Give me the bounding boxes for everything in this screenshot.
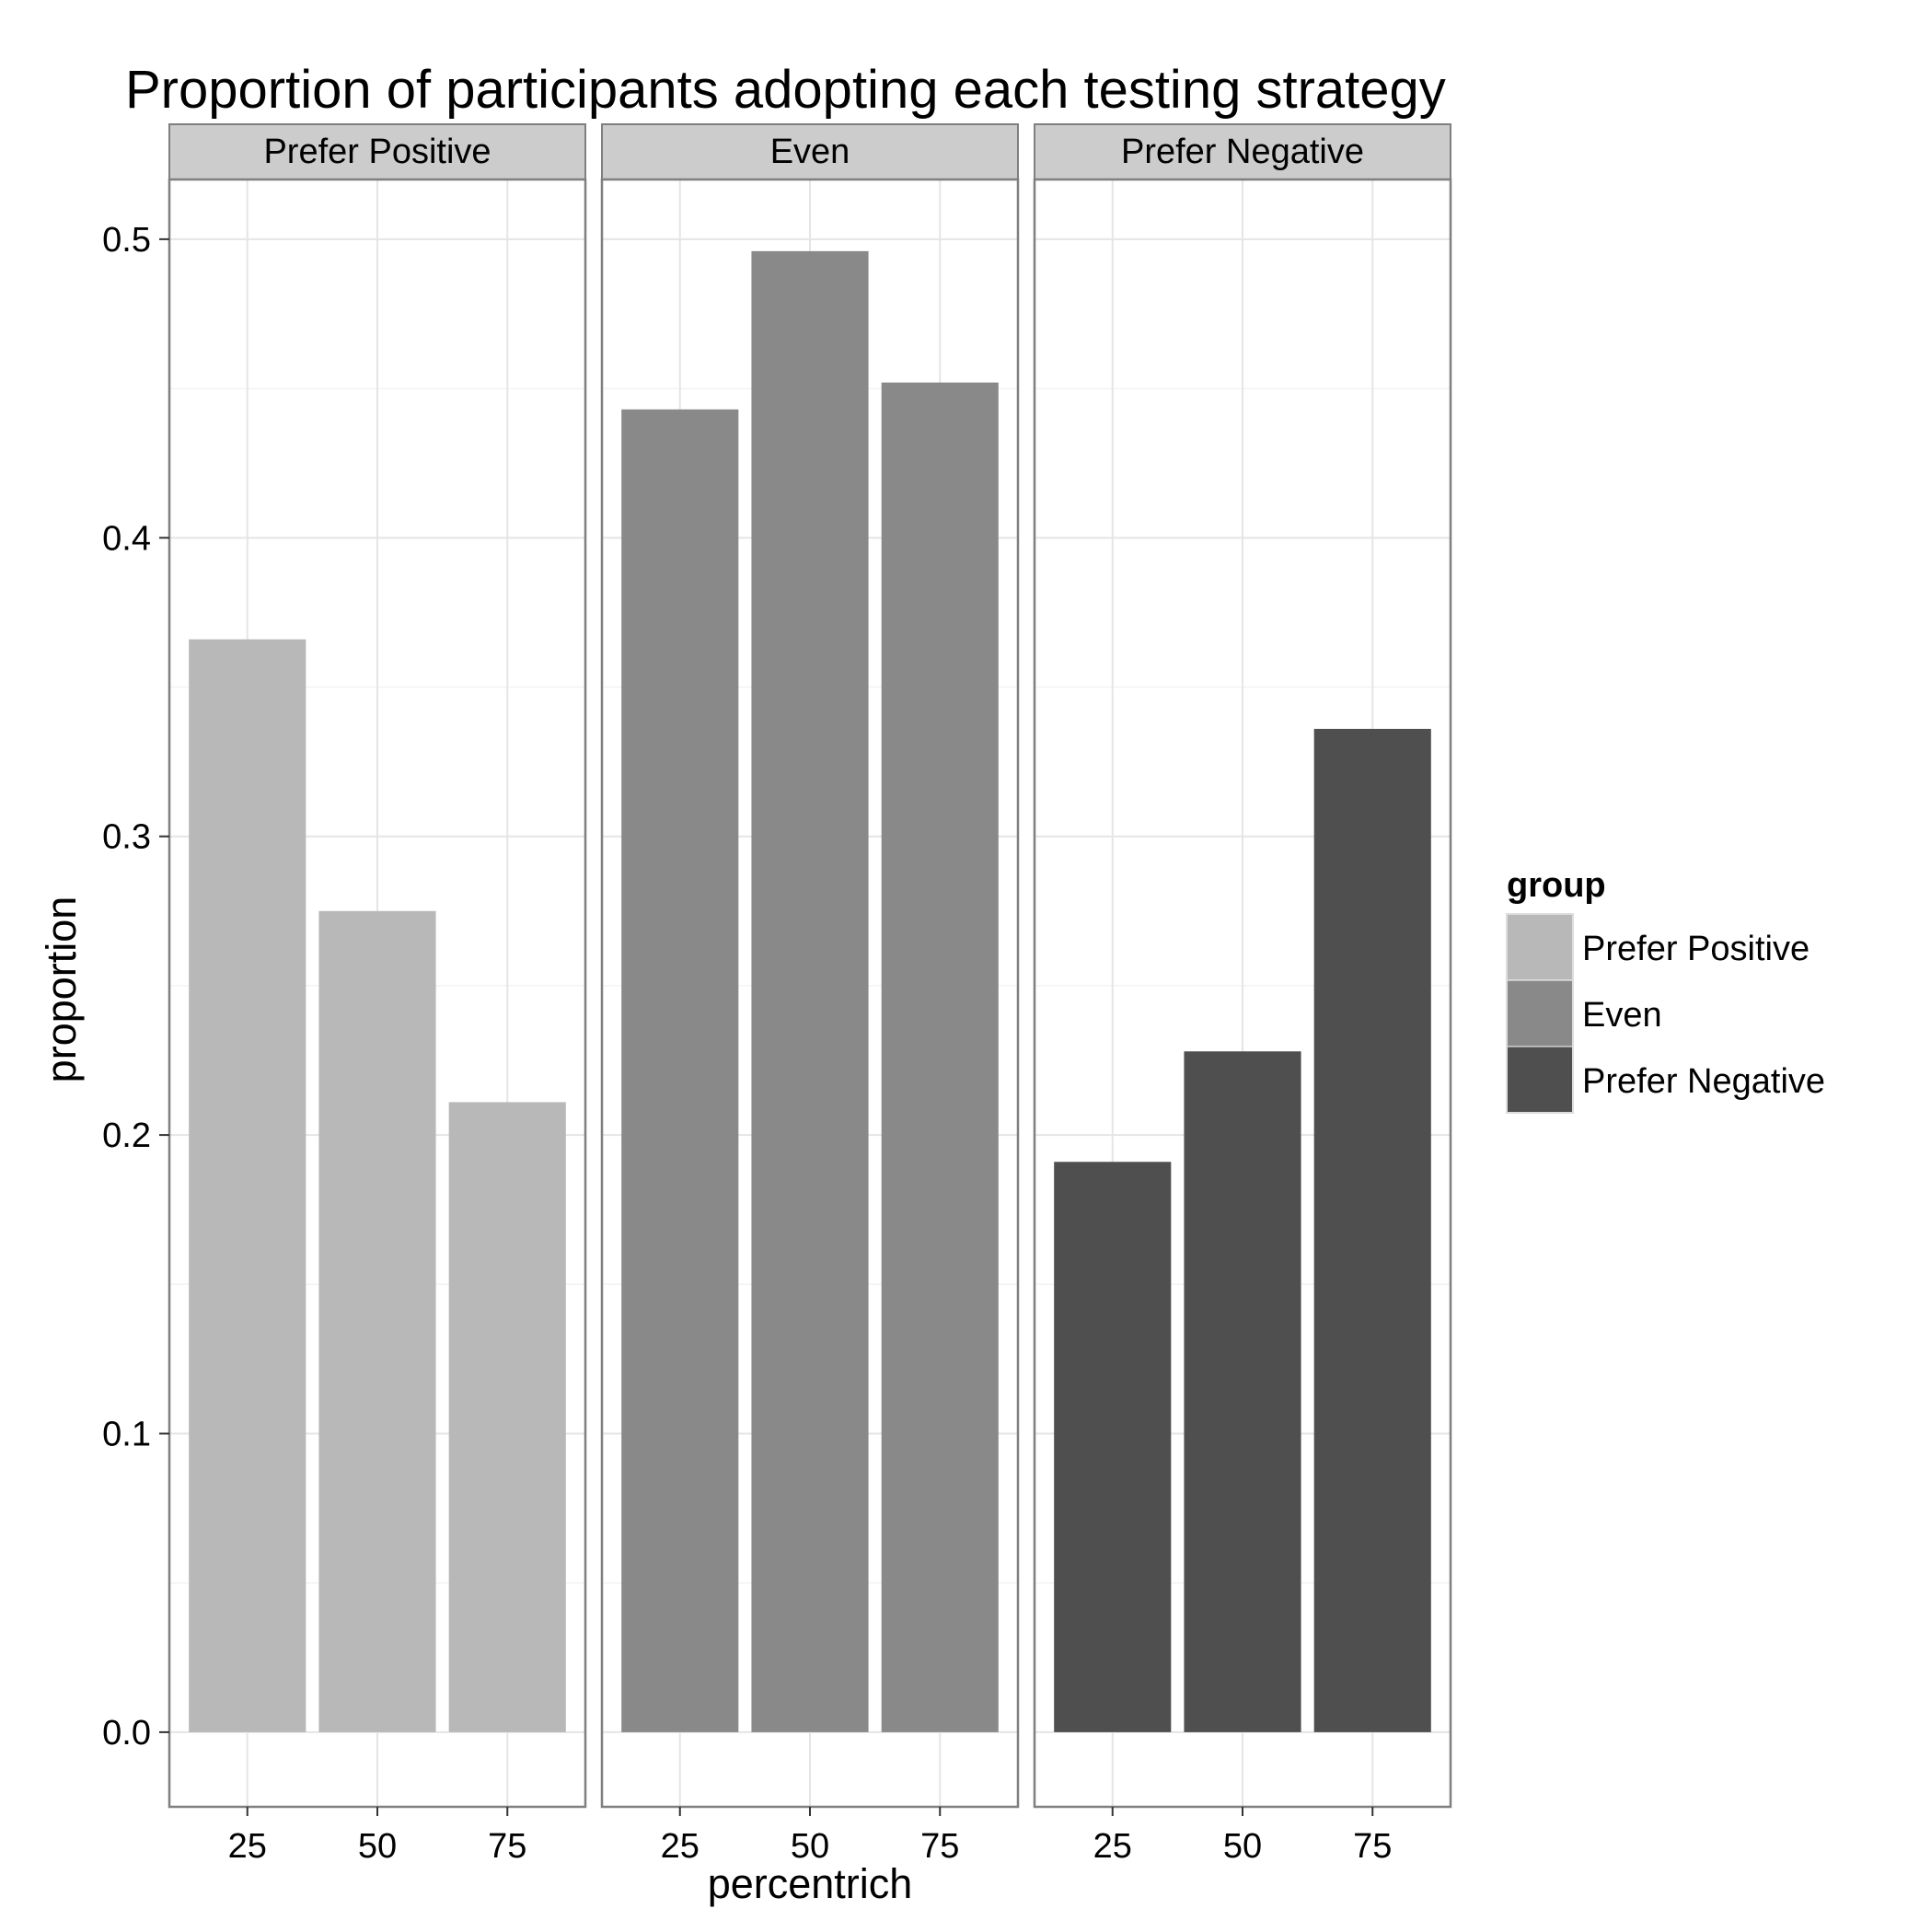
y-tick-label: 0.0 — [102, 1714, 151, 1753]
x-axis-label: percentrich — [708, 1860, 913, 1907]
legend-key — [1506, 913, 1574, 981]
bar — [1054, 1162, 1172, 1732]
facet-panel: Prefer Negative 25 50 75 — [1033, 123, 1452, 1866]
legend-label: Prefer Positive — [1582, 930, 1810, 968]
x-tick-label: 50 — [358, 1827, 397, 1866]
bar — [621, 409, 739, 1732]
bar — [318, 910, 436, 1732]
legend-title: group — [1507, 866, 1606, 905]
legend-label: Even — [1582, 996, 1662, 1035]
legend-key — [1506, 1046, 1574, 1114]
facet-strip — [168, 123, 586, 180]
y-tick-label: 0.4 — [102, 519, 151, 558]
facet-strip — [601, 123, 1019, 180]
legend-key — [1506, 979, 1574, 1047]
facet-panel: Prefer Positive 25 50 75 — [168, 123, 587, 1866]
legend-key-border — [1506, 913, 1574, 1114]
bar — [881, 382, 999, 1732]
y-axis-label: proportion — [38, 897, 85, 1083]
y-tick-label: 0.5 — [102, 221, 151, 260]
facet-panel: Even 25 50 75 — [600, 123, 1020, 1866]
legend-label: Prefer Negative — [1582, 1062, 1825, 1101]
facet-strip-label: Prefer Positive — [263, 133, 491, 171]
x-tick-label: 75 — [488, 1827, 526, 1866]
x-tick-label: 50 — [1223, 1827, 1262, 1866]
x-tick-label: 50 — [791, 1827, 829, 1866]
facet-strip — [1034, 123, 1451, 180]
x-tick-label: 75 — [1353, 1827, 1392, 1866]
chart-title: Proportion of participants adopting each… — [125, 60, 1446, 120]
y-tick-label: 0.1 — [102, 1415, 151, 1453]
facet-strip-label: Prefer Negative — [1121, 133, 1364, 171]
y-tick-label: 0.2 — [102, 1116, 151, 1155]
bar — [1184, 1051, 1301, 1732]
bar — [1313, 728, 1431, 1732]
x-tick-label: 75 — [920, 1827, 959, 1866]
bar — [751, 250, 869, 1732]
bar — [189, 639, 306, 1732]
y-axis: 0.0 0.1 0.2 0.3 0.4 0.5 — [102, 221, 169, 1753]
x-tick-label: 25 — [661, 1827, 700, 1866]
x-tick-label: 25 — [228, 1827, 267, 1866]
y-tick-label: 0.3 — [102, 818, 151, 857]
facet-strip-label: Even — [770, 133, 850, 171]
legend: group Prefer Positive Even Prefer Negative — [1506, 866, 1825, 1114]
x-tick-label: 25 — [1093, 1827, 1132, 1866]
bar — [448, 1102, 566, 1732]
